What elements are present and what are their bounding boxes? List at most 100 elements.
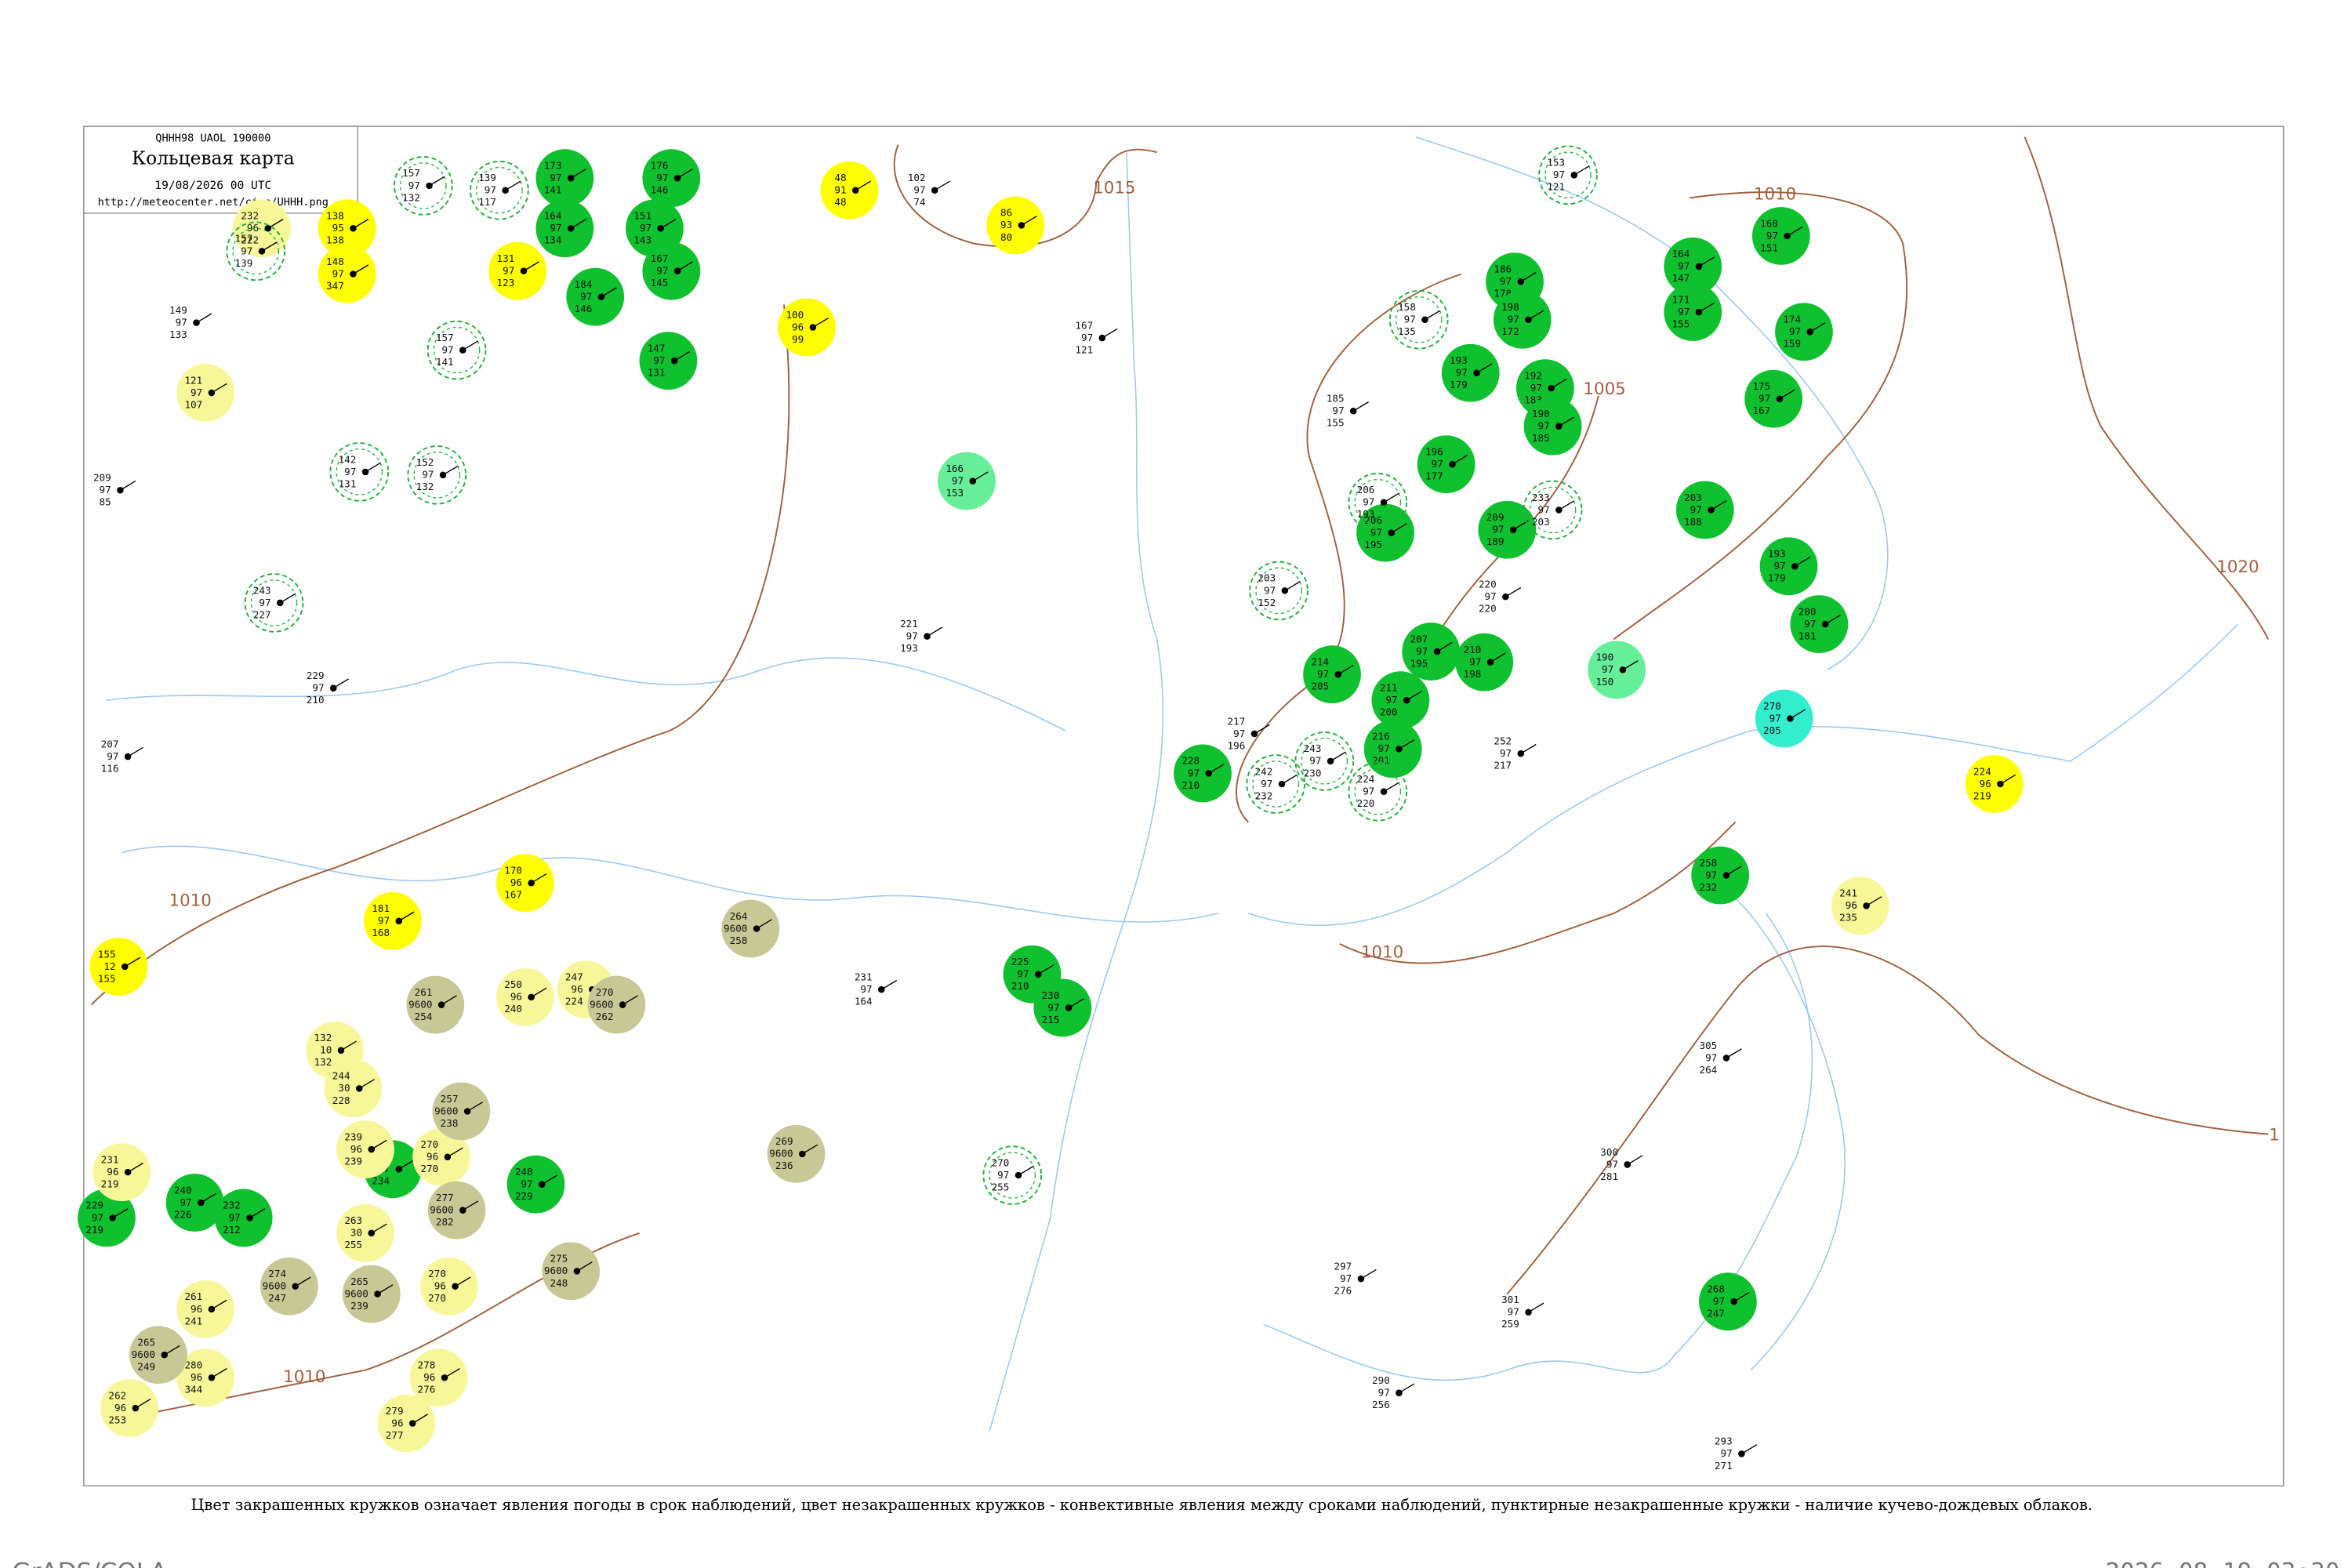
- wind-barb: [531, 987, 547, 998]
- wind-barb: [1254, 724, 1270, 735]
- station-value: 97: [906, 630, 918, 642]
- station-value: 203: [1258, 572, 1276, 584]
- wind-barb: [135, 1398, 151, 1409]
- station-value: 228: [1181, 755, 1200, 767]
- station-value: 276: [418, 1384, 436, 1396]
- station-value: 173: [544, 160, 562, 172]
- wind-barb: [1452, 454, 1468, 465]
- station-dot: [799, 1150, 806, 1158]
- station-value: 97: [1385, 694, 1397, 706]
- station-value: 164: [855, 996, 873, 1007]
- station-value: 195: [1410, 657, 1428, 669]
- station-value: 97: [92, 1211, 103, 1223]
- cb-ring: [1249, 561, 1308, 621]
- station-circle: [1751, 207, 1810, 265]
- wind-barb: [1528, 310, 1544, 321]
- wind-barb: [164, 1345, 180, 1356]
- station-value: 97: [1492, 524, 1504, 535]
- station-value: 270: [420, 1138, 438, 1150]
- station-circle: [1965, 755, 2024, 813]
- station-circle: [1493, 290, 1552, 349]
- wind-barb: [1824, 614, 1841, 625]
- wind-barb: [358, 1079, 376, 1089]
- station-value: 10: [320, 1044, 332, 1056]
- station-value: 9600: [544, 1265, 568, 1276]
- wind-barb: [124, 956, 140, 967]
- station-value: 258: [730, 935, 748, 946]
- station-value: 256: [1372, 1399, 1390, 1410]
- station-value: 9600: [724, 922, 747, 934]
- station-value: 210: [1011, 980, 1029, 992]
- station-value: 132: [402, 191, 420, 203]
- wind-barb: [1436, 641, 1453, 652]
- cb-ring: [982, 1145, 1043, 1205]
- station-value: 97: [1017, 968, 1029, 980]
- station-value: 97: [1404, 314, 1416, 325]
- station-value: 179: [1768, 572, 1786, 584]
- station-value: 95: [332, 222, 344, 234]
- station-value: 97: [1705, 869, 1717, 880]
- station-dot: [520, 267, 528, 274]
- wind-barb: [1021, 216, 1037, 226]
- wind-barb: [211, 1299, 227, 1310]
- station-value: 97: [1690, 503, 1702, 515]
- station-value: 263: [344, 1214, 362, 1226]
- station-value: 227: [253, 608, 271, 620]
- station-value: 233: [1532, 492, 1550, 503]
- wind-barb: [927, 626, 943, 637]
- wind-barb: [1809, 322, 1826, 332]
- wind-barb: [570, 168, 586, 179]
- wind-barb: [1794, 557, 1811, 567]
- isobar-label: 1005: [1583, 379, 1625, 399]
- station-value: 300: [1600, 1146, 1618, 1158]
- station-value: 215: [1042, 1014, 1060, 1025]
- station-value: 243: [253, 584, 271, 596]
- station-value: 229: [515, 1190, 533, 1202]
- station-value: 239: [344, 1131, 362, 1142]
- isobar-label: 1020: [2216, 557, 2259, 577]
- station-value: 97: [1500, 747, 1512, 759]
- station-value: 282: [436, 1216, 454, 1228]
- wind-barb: [880, 979, 898, 990]
- station-value: 97: [1538, 503, 1550, 515]
- station-value: 96: [191, 1371, 202, 1383]
- wind-barb: [398, 911, 415, 922]
- station-value: 205: [1763, 724, 1781, 736]
- station-value: 97: [100, 484, 111, 495]
- cb-ring: [226, 221, 286, 281]
- station-circle: [778, 298, 837, 357]
- cb-ring: [1348, 472, 1408, 532]
- wind-barb: [1399, 1383, 1415, 1394]
- station-dot: [567, 174, 575, 182]
- station-circle: [419, 1257, 478, 1316]
- station-value: 96: [107, 1166, 118, 1178]
- cb-ring: [407, 445, 467, 505]
- station-value: 155: [98, 972, 116, 984]
- station-circle: [176, 1348, 235, 1407]
- wind-barb: [371, 1139, 387, 1150]
- station-value: 257: [441, 1093, 459, 1105]
- station-dot: [1555, 506, 1563, 514]
- station-value: 148: [326, 256, 344, 267]
- station-value: 97: [312, 682, 324, 694]
- wind-barb: [1383, 492, 1399, 503]
- station-value: 9600: [590, 998, 613, 1010]
- station-value: 230: [1304, 767, 1322, 779]
- station-circle: [1402, 622, 1461, 681]
- station-circle: [1417, 435, 1475, 494]
- wind-barb: [1406, 690, 1422, 701]
- station-value: 97: [1363, 786, 1374, 797]
- station-value: 242: [1255, 765, 1273, 777]
- station-value: 279: [386, 1405, 404, 1417]
- rivers: [106, 136, 2238, 1432]
- station-value: 97: [180, 1196, 191, 1208]
- station-circle: [535, 149, 594, 208]
- cb-ring-inner: [433, 326, 481, 374]
- cb-ring: [393, 156, 453, 216]
- station-value: 97: [1264, 584, 1276, 596]
- station-value: 231: [855, 971, 873, 982]
- station-circle: [566, 267, 625, 326]
- station-value: 97: [503, 265, 514, 277]
- cb-ring-inner: [1544, 151, 1592, 199]
- station-value: 240: [174, 1184, 192, 1196]
